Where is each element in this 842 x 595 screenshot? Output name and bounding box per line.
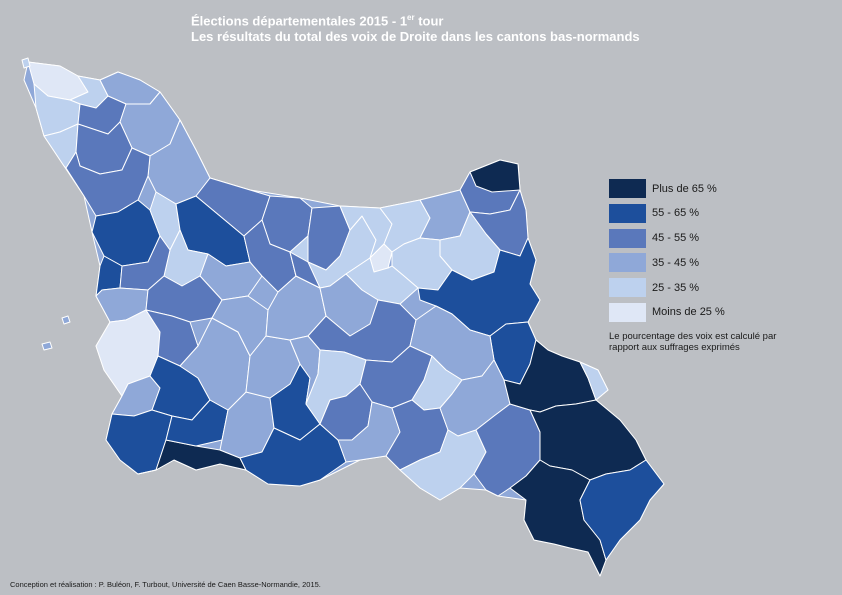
legend-item-1: Plus de 65 % xyxy=(609,178,779,199)
legend-swatch xyxy=(609,179,646,198)
legend-label: 55 - 65 % xyxy=(652,207,700,220)
legend-item-4: 35 - 45 % xyxy=(609,252,779,273)
canton xyxy=(289,251,321,289)
legend-item-3: 45 - 55 % xyxy=(609,228,779,249)
credits: Conception et réalisation : P. Buléon, F… xyxy=(10,580,321,589)
legend-item-6: Moins de 25 % xyxy=(609,302,779,323)
legend-note: Le pourcentage des voix est calculé par … xyxy=(609,330,777,353)
legend-item-5: 25 - 35 % xyxy=(609,277,779,298)
island xyxy=(21,57,31,69)
legend-label: 45 - 55 % xyxy=(652,232,700,245)
legend-swatch xyxy=(609,228,646,248)
legend-swatch xyxy=(609,302,646,322)
legend: Plus de 65 % 55 - 65 % 45 - 55 % 35 - 45… xyxy=(609,178,779,353)
island xyxy=(61,315,71,325)
title-line-2: Les résultats du total des voix de Droit… xyxy=(191,29,640,45)
legend-label: 25 - 35 % xyxy=(652,281,700,294)
legend-label: 35 - 45 % xyxy=(652,256,700,269)
canton xyxy=(579,459,665,561)
title-line-1: Élections départementales 2015 - 1er tou… xyxy=(191,13,444,29)
legend-swatch xyxy=(609,278,646,298)
legend-item-2: 55 - 65 % xyxy=(609,203,779,224)
legend-swatch xyxy=(609,203,646,223)
legend-swatch xyxy=(609,253,646,273)
island xyxy=(41,341,53,351)
legend-label: Moins de 25 % xyxy=(652,306,725,319)
map-title: Élections départementales 2015 - 1er tou… xyxy=(191,10,640,45)
legend-label: Plus de 65 % xyxy=(652,182,717,195)
canton xyxy=(579,361,609,401)
